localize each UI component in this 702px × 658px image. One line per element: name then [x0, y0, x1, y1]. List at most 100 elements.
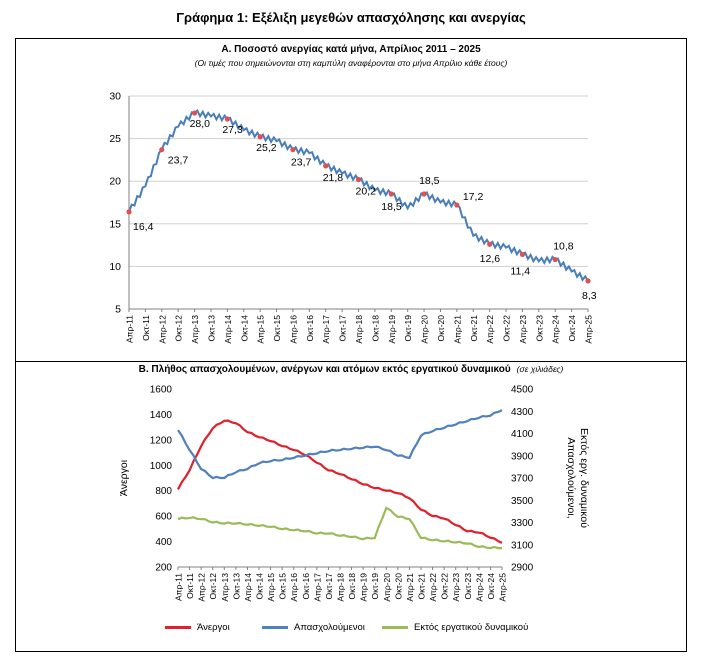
april-value-label: 25,2 — [256, 142, 277, 154]
april-value-label: 27,3 — [222, 124, 243, 136]
chart-a-unemployment-rate: 5 10 15 20 25 30 Απρ-11 Οκτ-11 Απρ-12 Οκτ-12 Απρ-1… — [109, 91, 597, 344]
legend: Άνεργοι Απασχολούμενοι Εκτός εργατικού δ… — [0, 619, 702, 635]
april-marker — [388, 191, 394, 197]
april-value-label: 12,6 — [480, 253, 501, 265]
panel-a-subtitle: (Οι τιμές που σημειώνονται στη καμπύλη α… — [194, 58, 508, 68]
legend-swatch-employed — [262, 625, 288, 629]
x-tick-label-a: Οκτ-17 — [338, 315, 348, 342]
y-tick-label-a: 20 — [109, 176, 121, 188]
x-tick-label-a: Οκτ-18 — [370, 315, 380, 342]
x-tick-label-a: Απρ-23 — [518, 315, 528, 344]
april-value-label: 23,7 — [168, 155, 189, 167]
panel-a-title: Α. Ποσοστό ανεργίας κατά μήνα, Απρίλιος … — [221, 44, 481, 55]
x-tick-label-a: Οκτ-11 — [141, 315, 151, 341]
x-tick-label-b: Οκτ-21 — [417, 573, 427, 600]
x-tick-label-b: Απρ-19 — [359, 573, 369, 602]
x-tick-label-a: Οκτ-15 — [272, 315, 282, 342]
april-value-label: 28,0 — [190, 118, 211, 130]
april-value-label: 18,5 — [381, 201, 402, 213]
x-tick-label-b: Απρ-16 — [289, 573, 299, 602]
x-tick-label-a: Οκτ-13 — [206, 315, 216, 342]
legend-label-employed: Απασχολούμενοι — [294, 621, 365, 633]
x-tick-label-b: Οκτ-20 — [393, 573, 403, 600]
y-left-tick-label-b: 200 — [155, 563, 172, 574]
april-value-label: 8,3 — [582, 290, 597, 302]
y-left-tick-label-b: 1000 — [150, 461, 173, 472]
x-tick-label-b: Απρ-17 — [312, 573, 322, 602]
x-tick-label-a: Απρ-14 — [223, 315, 233, 344]
y-tick-label-a: 25 — [109, 133, 121, 145]
y-tick-label-a: 15 — [109, 218, 121, 230]
x-tick-label-b: Οκτ-12 — [208, 573, 218, 600]
x-tick-label-b: Απρ-21 — [405, 573, 415, 602]
y-right-tick-label-b: 4500 — [511, 385, 534, 396]
unemployed-line — [177, 419, 503, 544]
x-tick-label-b: Οκτ-15 — [278, 573, 288, 600]
april-value-label: 21,8 — [323, 172, 344, 184]
x-tick-label-a: Οκτ-24 — [567, 315, 577, 342]
legend-label-outside: Εκτός εργατικού δυναμικού — [414, 621, 529, 633]
x-tick-label-b: Απρ-24 — [474, 573, 484, 602]
x-tick-label-b: Οκτ-11 — [185, 573, 195, 599]
figure-frame — [15, 38, 687, 652]
april-marker — [323, 163, 329, 169]
april-value-label: 23,7 — [291, 157, 312, 169]
x-tick-label-b: Απρ-25 — [498, 573, 508, 602]
april-marker — [421, 191, 427, 197]
outside-labour-force-line — [177, 506, 502, 550]
x-tick-label-b: Απρ-12 — [197, 573, 207, 602]
y-right-tick-label-b: 3500 — [511, 496, 534, 507]
x-tick-label-a: Απρ-15 — [256, 315, 266, 344]
x-tick-label-b: Οκτ-22 — [440, 573, 450, 600]
x-tick-label-a: Απρ-22 — [485, 315, 495, 344]
x-tick-label-b: Απρ-14 — [243, 573, 253, 602]
x-tick-label-a: Οκτ-20 — [436, 315, 446, 342]
x-tick-label-b: Οκτ-17 — [324, 573, 334, 600]
april-marker — [487, 241, 493, 247]
y-right-tick-label-b: 4300 — [511, 407, 534, 418]
y-left-tick-label-b: 600 — [155, 512, 172, 523]
x-tick-label-a: Οκτ-22 — [502, 315, 512, 342]
y-right-tick-label-b: 3100 — [511, 540, 534, 551]
x-tick-label-b: Οκτ-24 — [486, 573, 496, 600]
y-tick-label-a: 10 — [109, 261, 121, 273]
x-tick-label-b: Οκτ-23 — [463, 573, 473, 600]
employed-line — [177, 409, 503, 480]
x-tick-label-b: Οκτ-14 — [255, 573, 265, 600]
april-marker — [224, 116, 230, 122]
y-right-axis-label-2: Εκτός εργ. δυναμικού — [578, 428, 590, 528]
april-marker — [454, 202, 460, 208]
april-value-label: 20,2 — [356, 185, 377, 197]
x-tick-label-a: Απρ-16 — [288, 315, 298, 344]
april-value-label: 17,2 — [463, 191, 484, 203]
x-tick-label-a: Απρ-13 — [190, 315, 200, 344]
x-tick-label-a: Οκτ-23 — [534, 315, 544, 342]
x-tick-label-a: Οκτ-21 — [469, 315, 479, 342]
april-marker — [126, 209, 132, 215]
april-marker — [191, 110, 198, 116]
x-tick-label-b: Οκτ-16 — [301, 573, 311, 600]
x-tick-label-b: Απρ-22 — [428, 573, 438, 602]
april-marker — [290, 147, 296, 153]
x-tick-label-a: Απρ-19 — [387, 315, 397, 344]
april-marker — [519, 251, 526, 258]
y-right-tick-label-b: 4100 — [511, 429, 534, 440]
x-tick-label-a: Οκτ-19 — [403, 315, 413, 342]
april-marker — [159, 147, 165, 153]
april-value-label: 11,4 — [510, 265, 530, 277]
april-value-label: 16,4 — [133, 221, 154, 233]
x-tick-label-b: Οκτ-19 — [370, 573, 380, 600]
y-left-tick-label-b: 1200 — [150, 435, 173, 446]
x-tick-label-a: Απρ-21 — [452, 315, 462, 344]
legend-swatch-outside — [382, 625, 408, 629]
april-marker — [585, 278, 591, 284]
x-tick-label-a: Απρ-18 — [354, 315, 364, 344]
y-tick-label-a: 5 — [115, 304, 121, 316]
y-right-tick-label-b: 3300 — [511, 518, 534, 529]
y-right-tick-label-b: 3700 — [511, 474, 534, 485]
x-tick-label-a: Οκτ-12 — [174, 315, 184, 342]
x-tick-label-b: Απρ-18 — [336, 573, 346, 602]
x-tick-label-a: Οκτ-16 — [305, 315, 315, 342]
figure-title: Γράφημα 1: Εξέλιξη μεγεθών απασχόλησης κ… — [176, 10, 526, 25]
y-tick-label-a: 30 — [109, 91, 121, 103]
